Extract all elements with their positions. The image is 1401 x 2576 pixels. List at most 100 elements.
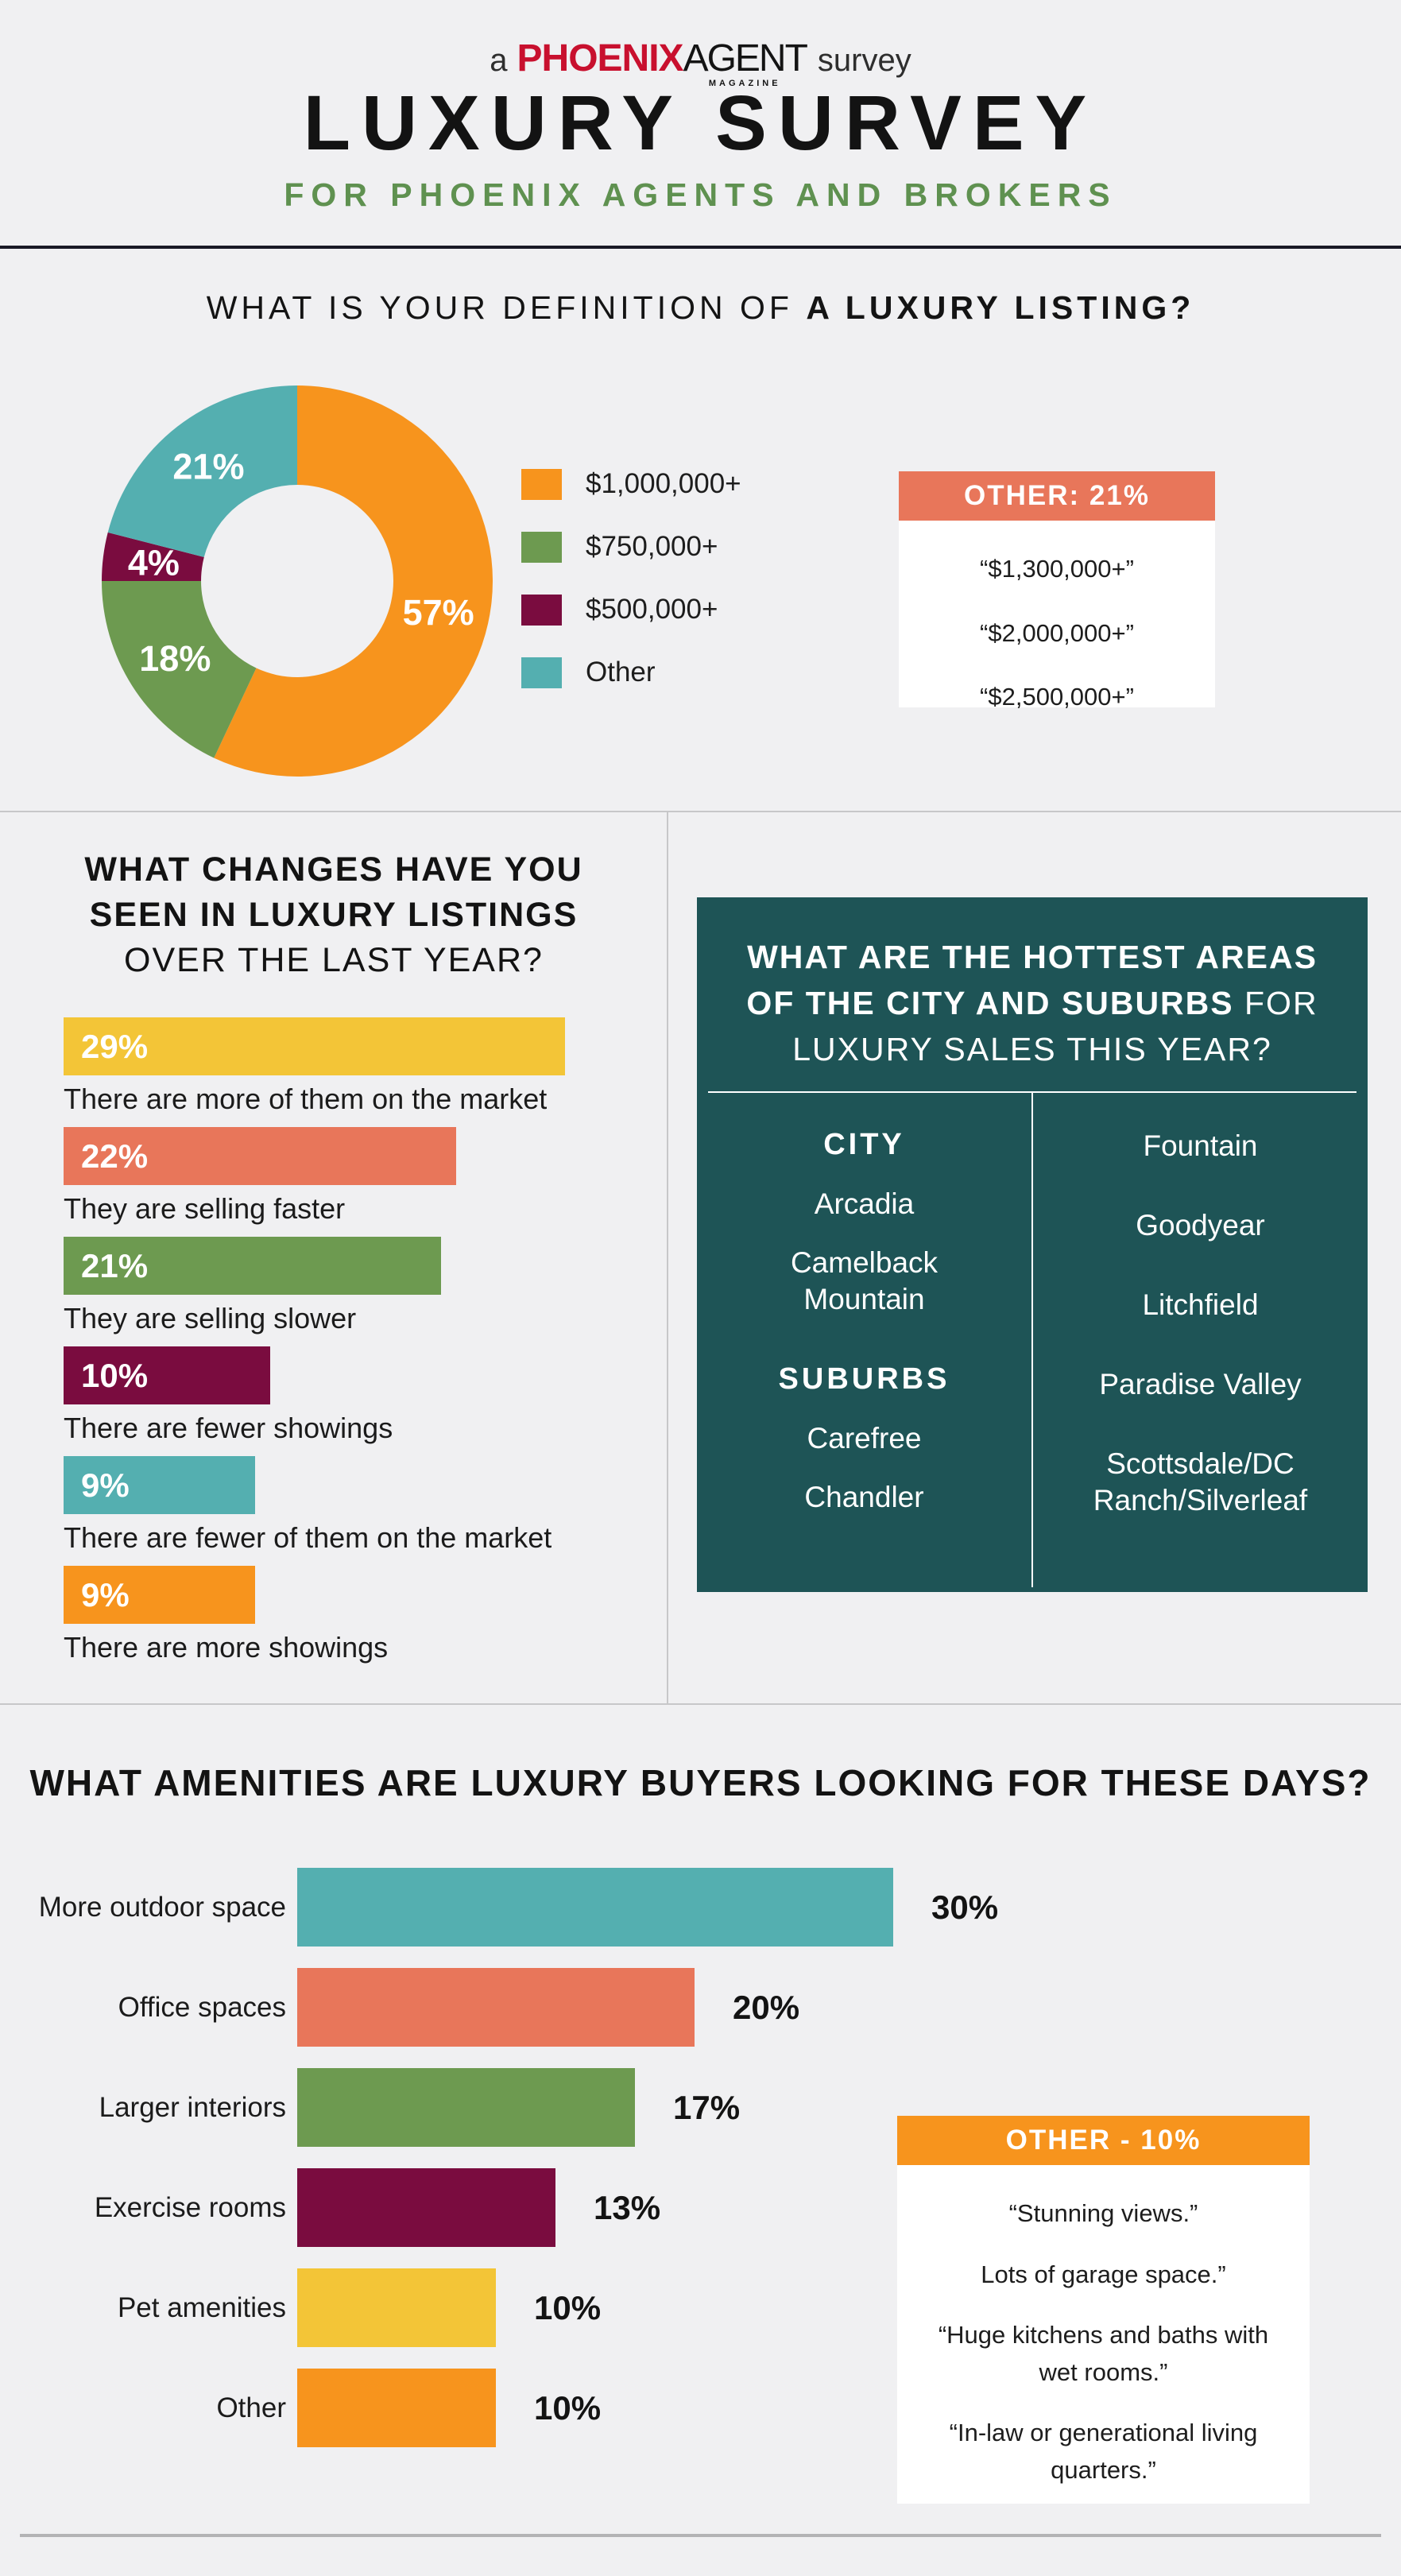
change-bar-value: 9%: [81, 1575, 130, 1613]
area-item: Camelback Mountain: [790, 1246, 939, 1315]
page-title: LUXURY SURVEY: [303, 79, 1098, 166]
logo-prefix: a: [490, 43, 508, 78]
changes-bar-chart: 29% There are more of them on the market 2…: [64, 1017, 636, 1675]
areas-heading-line1: WHAT ARE THE HOTTEST AREAS: [747, 939, 1318, 975]
definition-donut-chart: 57% 18% 4% 21%: [102, 385, 493, 777]
quote-item: “$2,500,000+”: [980, 683, 1134, 711]
amenity-row: More outdoor space 30%: [0, 1868, 998, 1947]
area-item: Litchfield: [1142, 1288, 1259, 1321]
amenity-value: 13%: [594, 2188, 661, 2226]
amenity-value: 10%: [534, 2388, 602, 2427]
change-bar-value: 21%: [81, 1246, 149, 1284]
legend-swatch: [521, 531, 562, 563]
legend-item: $1,000,000+: [521, 468, 741, 500]
logo-survey: survey: [817, 43, 911, 78]
amenities-bar-chart: More outdoor space 30% Office spaces 20% Lar…: [0, 1868, 998, 2469]
legend-label: $500,000+: [586, 594, 718, 625]
legend-label: Other: [586, 657, 656, 688]
donut-value-label: 57%: [403, 592, 474, 633]
legend-swatch: [521, 594, 562, 626]
amenity-row: Larger interiors 17%: [0, 2068, 998, 2147]
change-bar-value: 22%: [81, 1137, 149, 1175]
amenity-label: Exercise rooms: [94, 2191, 286, 2223]
amenity-bar: [297, 1968, 695, 2047]
quote-item: “$1,300,000+”: [980, 555, 1134, 583]
areas-city-title: CITY: [823, 1128, 905, 1161]
donut-slice-Other: [107, 385, 297, 557]
donut-legend: $1,000,000+ $750,000+ $500,000+ Other: [521, 468, 741, 688]
change-row: 9% There are fewer of them on the market: [64, 1456, 636, 1552]
legend-swatch: [521, 657, 562, 688]
change-bar-label: They are selling slower: [64, 1302, 357, 1334]
amenity-value: 17%: [673, 2088, 741, 2126]
amenity-bar: [297, 2268, 496, 2347]
amenity-row: Other 10%: [0, 2369, 998, 2447]
legend-item: $500,000+: [521, 594, 741, 626]
area-item: Chandler: [804, 1481, 924, 1513]
amenities-other-box-quotes: “Stunning views.” Lots of garage space.” “…: [897, 2165, 1310, 2489]
amenity-label: More outdoor space: [38, 1891, 286, 1923]
donut-slice-$750,000+: [102, 581, 257, 758]
quote-item: “In-law or generational living quarters.…: [949, 2419, 1258, 2484]
change-bar-value: 9%: [81, 1466, 130, 1504]
quote-item: “$2,000,000+”: [980, 618, 1134, 647]
areas-box-horizontal-divider: [708, 1091, 1356, 1093]
change-bar-label: There are fewer of them on the market: [64, 1521, 552, 1554]
area-item: Goodyear: [1136, 1209, 1265, 1242]
areas-column-city-suburbs: CITY Arcadia Camelback Mountain SUBURBS C…: [697, 1093, 1031, 1587]
amenity-label: Other: [216, 2392, 286, 2423]
definition-other-box-title: OTHER: 21%: [899, 471, 1215, 521]
areas-heading-line3: LUXURY SALES THIS YEAR?: [792, 1031, 1272, 1067]
amenities-other-box: OTHER - 10% “Stunning views.” Lots of gar…: [897, 2116, 1310, 2504]
legend-item: $750,000+: [521, 531, 741, 563]
donut-value-label: 21%: [172, 447, 244, 487]
definition-heading-regular: WHAT IS YOUR DEFINITION OF: [206, 289, 807, 326]
page-subtitle: FOR PHOENIX AGENTS AND BROKERS: [284, 176, 1117, 213]
areas-city-items: Arcadia Camelback Mountain: [745, 1186, 984, 1340]
legend-label: $1,000,000+: [586, 468, 741, 499]
areas-heading-line2-bold: OF THE CITY AND SUBURBS: [746, 985, 1234, 1021]
amenity-value: 30%: [931, 1888, 999, 1926]
area-item: Scottsdale/DC Ranch/Silverleaf: [1093, 1447, 1308, 1517]
quote-item: “Huge kitchens and baths with wet rooms.…: [938, 2321, 1269, 2386]
hottest-areas-box: WHAT ARE THE HOTTEST AREAS OF THE CITY A…: [697, 897, 1368, 1592]
amenity-row: Exercise rooms 13%: [0, 2168, 998, 2247]
definition-other-box: OTHER: 21% “$1,300,000+” “$2,000,000+” “$2…: [899, 471, 1215, 711]
areas-columns: CITY Arcadia Camelback Mountain SUBURBS C…: [697, 1093, 1368, 1587]
amenity-bar: [297, 2369, 496, 2447]
amenity-row: Office spaces 20%: [0, 1968, 998, 2047]
change-bar: 10%: [64, 1346, 270, 1404]
changes-heading: WHAT CHANGES HAVE YOU SEEN IN LUXURY LIS…: [0, 847, 668, 983]
donut-value-label: 18%: [139, 638, 211, 679]
change-row: 10% There are fewer showings: [64, 1346, 636, 1443]
amenity-label: Pet amenities: [117, 2291, 286, 2323]
areas-column-right: Fountain Goodyear Litchfield Paradise Valle…: [1033, 1093, 1368, 1587]
changes-heading-line3: OVER THE LAST YEAR?: [124, 941, 544, 979]
donut-slice-$500,000+: [102, 532, 204, 581]
areas-box-vertical-divider: [1031, 1093, 1033, 1587]
amenities-other-box-title: OTHER - 10%: [897, 2116, 1310, 2165]
definition-heading-bold: A LUXURY LISTING?: [806, 289, 1195, 326]
change-row: 9% There are more showings: [64, 1566, 636, 1662]
change-row: 29% There are more of them on the market: [64, 1017, 636, 1114]
divider-header: [0, 246, 1401, 249]
divider-section2-top: [0, 811, 1401, 812]
change-bar: 9%: [64, 1566, 255, 1624]
changes-heading-line1: WHAT CHANGES HAVE YOU: [84, 850, 583, 889]
amenity-bar: [297, 2168, 555, 2247]
logo-agent-wrap: AGENT MAGAZINE: [683, 37, 808, 88]
change-bar: 9%: [64, 1456, 255, 1514]
change-row: 21% They are selling slower: [64, 1237, 636, 1333]
magazine-logo: a PHOENIX AGENT MAGAZINE survey: [0, 37, 1401, 88]
definition-other-box-quotes: “$1,300,000+” “$2,000,000+” “$2,500,000+”: [899, 521, 1215, 716]
logo-magazine: MAGAZINE: [708, 79, 781, 88]
areas-suburbs-items: Carefree Chandler: [804, 1420, 923, 1538]
amenity-label: Office spaces: [118, 1991, 286, 2023]
change-bar: 22%: [64, 1127, 456, 1185]
change-bar-value: 10%: [81, 1356, 149, 1394]
change-bar: 21%: [64, 1237, 441, 1295]
amenity-bar: [297, 2068, 635, 2147]
area-item: Fountain: [1143, 1129, 1258, 1162]
legend-swatch: [521, 468, 562, 500]
